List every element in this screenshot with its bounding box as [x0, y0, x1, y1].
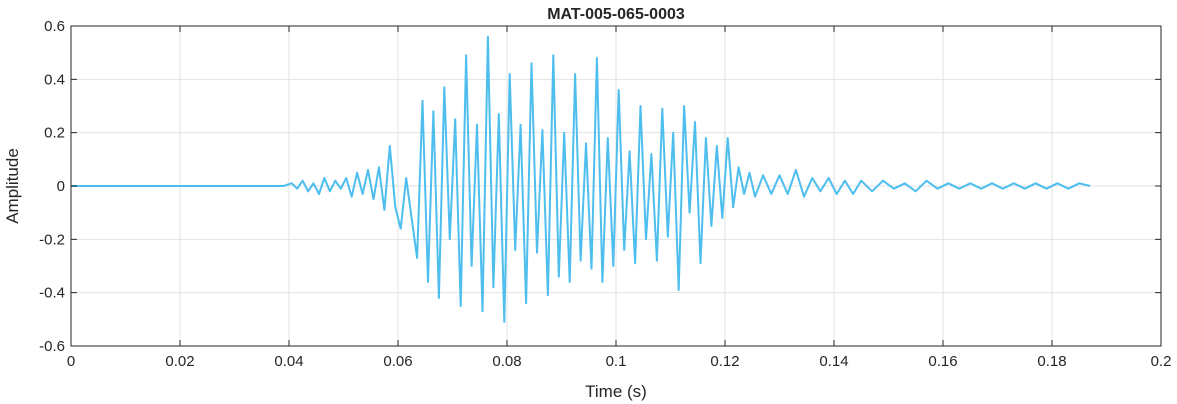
x-tick-label: 0.04 [274, 353, 303, 370]
chart-title: MAT-005-065-0003 [547, 6, 685, 23]
x-tick-label: 0.02 [165, 353, 194, 370]
y-tick-label: 0 [57, 178, 65, 195]
x-tick-label: 0 [67, 353, 75, 370]
x-tick-label: 0.12 [710, 353, 739, 370]
axis-ticks [70, 25, 1162, 347]
y-tick-label: 0.4 [44, 71, 65, 88]
x-tick-label: 0.16 [928, 353, 957, 370]
waveform-line [71, 35, 1091, 323]
x-tick-label: 0.14 [819, 353, 848, 370]
x-tick-label: 0.2 [1151, 353, 1172, 370]
y-tick-labels: -0.6 -0.4 -0.2 0 0.2 0.4 0.6 [39, 18, 65, 355]
y-axis-label: Amplitude [3, 148, 22, 224]
x-tick-label: 0.06 [383, 353, 412, 370]
y-tick-label: -0.6 [39, 338, 65, 355]
x-tick-label: 0.18 [1037, 353, 1066, 370]
x-tick-label: 0.08 [492, 353, 521, 370]
x-axis-label: Time (s) [585, 382, 647, 401]
y-tick-label: 0.6 [44, 18, 65, 35]
y-tick-label: 0.2 [44, 125, 65, 142]
y-tick-label: -0.2 [39, 231, 65, 248]
x-tick-label: 0.1 [606, 353, 627, 370]
x-tick-labels: 0 0.02 0.04 0.06 0.08 0.1 0.12 0.14 0.16 0.18 0.2 [67, 353, 1172, 370]
y-tick-label: -0.4 [39, 285, 65, 302]
